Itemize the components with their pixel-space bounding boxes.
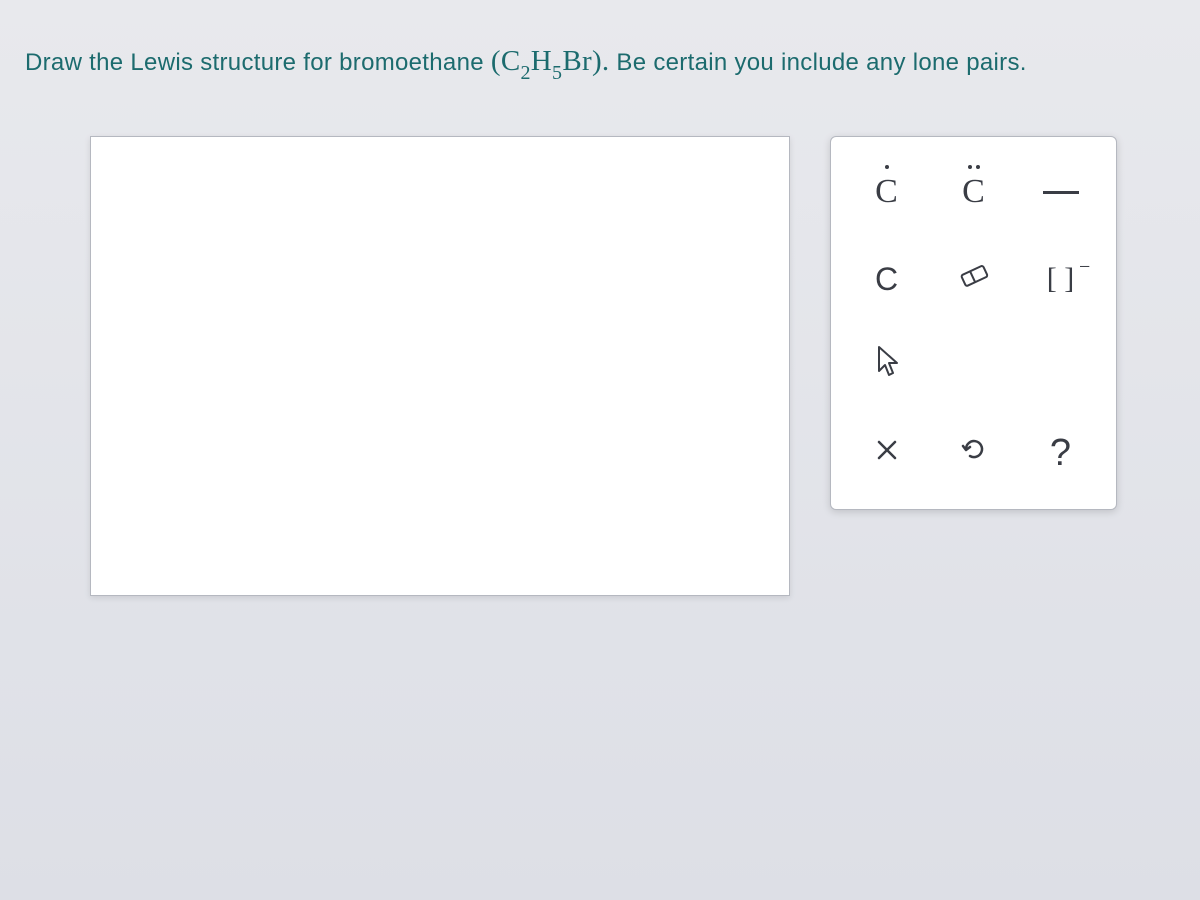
question-prompt: Draw the Lewis structure for bromoethane…: [25, 40, 1175, 86]
single-dot-icon: [885, 165, 889, 169]
pair-dot-left-icon: [968, 165, 972, 169]
bracket-icon: [ ]: [1047, 262, 1074, 296]
toolbox: C C C: [830, 136, 1117, 510]
chemical-formula: (C2H5Br).: [491, 45, 610, 77]
tool-atom-plain[interactable]: C: [849, 242, 924, 317]
pair-dot-right-icon: [976, 165, 980, 169]
bond-line-icon: [1043, 191, 1079, 194]
cursor-icon: [871, 343, 903, 389]
help-icon: ?: [1050, 432, 1071, 475]
tool-help[interactable]: ?: [1023, 416, 1098, 491]
empty-cell: [936, 329, 1011, 404]
eraser-icon: [954, 260, 994, 298]
tool-eraser[interactable]: [936, 242, 1011, 317]
tool-atom-one-dot[interactable]: C: [849, 155, 924, 230]
tool-undo[interactable]: [936, 416, 1011, 491]
drawing-canvas[interactable]: [90, 136, 790, 596]
close-icon: [875, 436, 899, 470]
tool-atom-two-dots[interactable]: C: [936, 155, 1011, 230]
question-suffix: Be certain you include any lone pairs.: [609, 49, 1026, 76]
workspace: C C C: [25, 136, 1175, 596]
undo-icon: [960, 435, 988, 471]
tool-bond[interactable]: [1023, 155, 1098, 230]
empty-cell: [1023, 329, 1098, 404]
tool-clear[interactable]: [849, 416, 924, 491]
question-prefix: Draw the Lewis structure for bromoethane: [25, 49, 491, 76]
tool-charge-brackets[interactable]: [ ]: [1023, 242, 1098, 317]
content-panel: Draw the Lewis structure for bromoethane…: [0, 0, 1200, 900]
tool-pointer[interactable]: [849, 329, 924, 404]
